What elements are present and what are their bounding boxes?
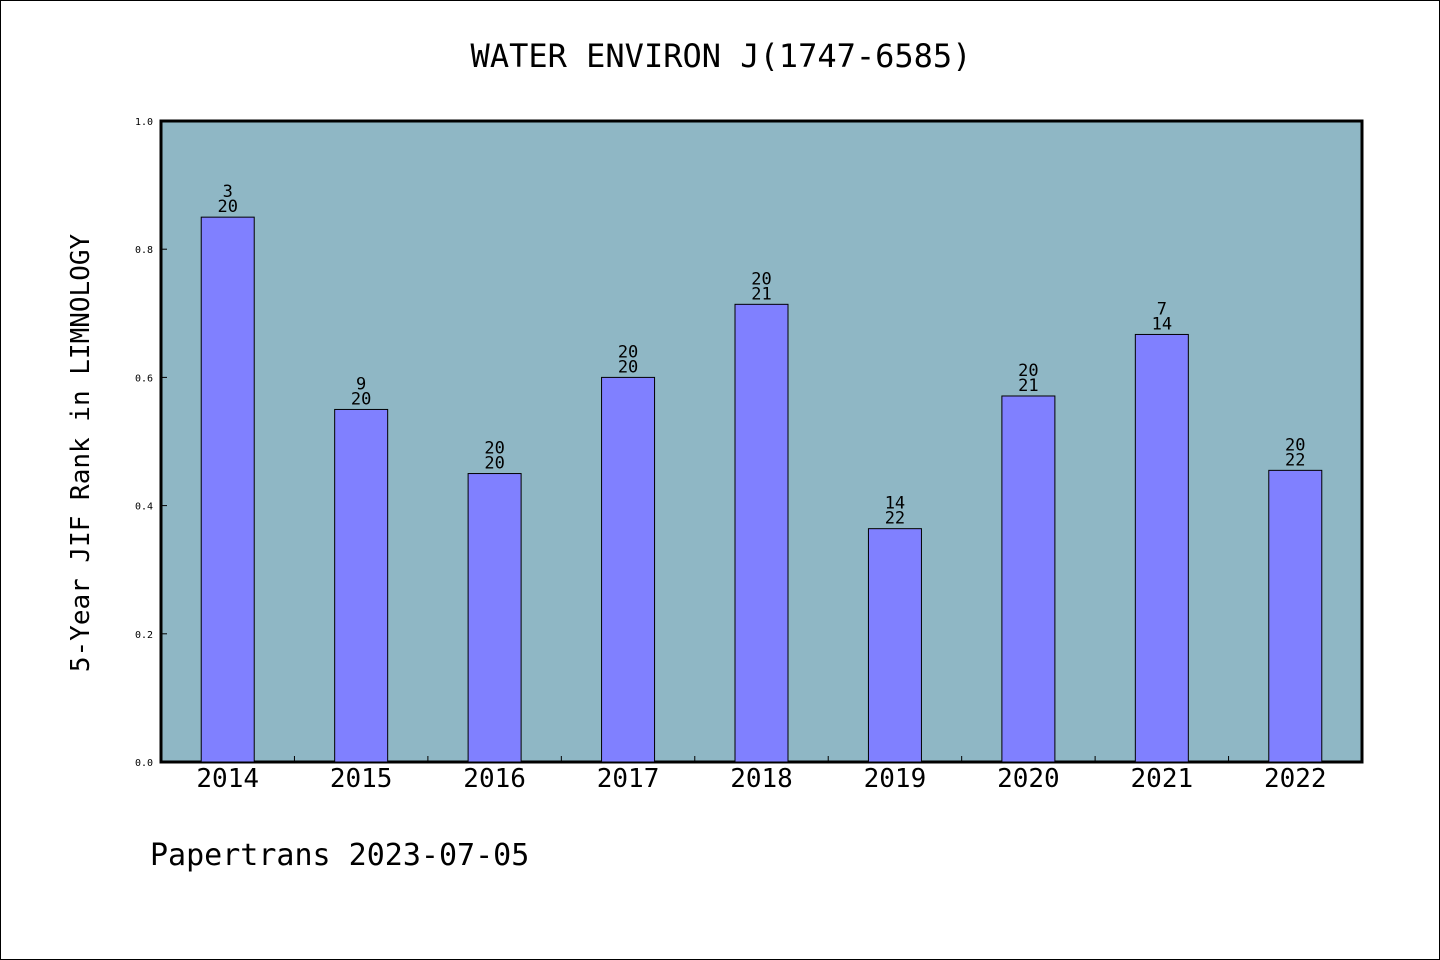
y-axis: 0.0 0.2 0.4 0.6 0.8 1.0 [135, 117, 167, 769]
bar-label-total: 20 [217, 197, 237, 217]
bar-label-total: 20 [351, 389, 371, 409]
x-tick-label: 2014 [196, 764, 259, 794]
x-tick-label: 2021 [1131, 764, 1194, 794]
bar-2020 [1001, 395, 1056, 763]
bar-label-total: 22 [885, 509, 905, 529]
chart-title: WATER ENVIRON J(1747-6585) [471, 37, 972, 75]
bar-2014 [200, 216, 255, 763]
bar-2021 [1134, 333, 1189, 763]
bar-label-rank: 7 [1157, 299, 1167, 319]
x-tick-label: 2017 [597, 764, 660, 794]
y-tick-label: 0.2 [135, 630, 153, 641]
y-tick-label: 0.6 [135, 373, 153, 384]
y-axis-label: 5-Year JIF Rank in LIMNOLOGY [66, 234, 96, 673]
x-axis: 2014 2015 2016 2017 2018 2019 2020 2021 2022 [196, 756, 1327, 794]
x-tick-label: 2022 [1264, 764, 1327, 794]
x-tick-label: 2019 [864, 764, 927, 794]
bar-label-rank: 20 [618, 342, 638, 362]
bar-2015 [334, 408, 389, 763]
bar-label-total: 21 [1018, 376, 1038, 396]
bar-label-total: 20 [618, 357, 638, 377]
bar-label-rank: 20 [1285, 435, 1305, 455]
x-tick-label: 2016 [463, 764, 526, 794]
bar-2018 [734, 303, 789, 763]
bar-label-rank: 20 [1018, 361, 1038, 381]
footer-credit: Papertrans 2023-07-05 [150, 838, 529, 873]
x-tick-label: 2015 [330, 764, 393, 794]
bar-label-total: 21 [751, 284, 771, 304]
bar-label-rank: 14 [885, 494, 905, 514]
bar-label-rank: 20 [751, 269, 771, 289]
y-tick-label: 0.8 [135, 245, 153, 256]
bar-label-rank: 20 [484, 439, 504, 459]
x-tick-label: 2018 [730, 764, 793, 794]
bar-label-total: 20 [484, 454, 504, 474]
bar-2016 [467, 473, 522, 763]
bar-label-rank: 9 [356, 374, 366, 394]
bar-label-rank: 3 [223, 182, 233, 202]
bar-2022 [1268, 469, 1323, 763]
y-tick-label: 0.4 [135, 502, 153, 513]
bar-label-total: 14 [1152, 314, 1172, 334]
y-tick-label: 0.0 [135, 758, 153, 769]
bars [200, 216, 1323, 763]
bar-2017 [601, 376, 656, 763]
x-tick-label: 2020 [997, 764, 1060, 794]
bar-2019 [867, 528, 922, 763]
bar-label-total: 22 [1285, 450, 1305, 470]
y-tick-label: 1.0 [135, 117, 153, 128]
